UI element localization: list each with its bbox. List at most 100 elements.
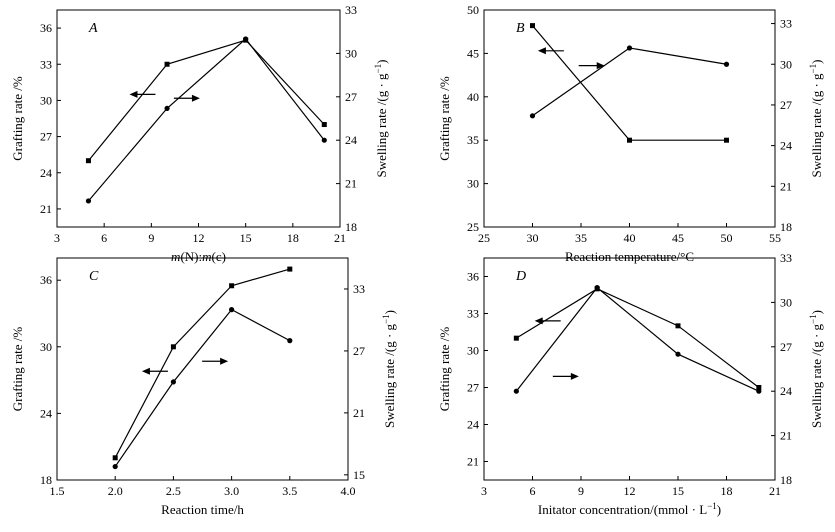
left-arrow-icon — [534, 317, 543, 325]
y-left-tick-label: 18 — [40, 473, 52, 487]
right-arrow-icon — [220, 357, 229, 365]
y-left-tick-label: 27 — [467, 381, 479, 395]
panel-letter: D — [515, 269, 526, 284]
y-left-tick-label: 45 — [467, 46, 479, 60]
x-tick-label: 21 — [334, 231, 346, 245]
y-left-tick-label: 36 — [40, 21, 52, 35]
y-right-tick-label: 33 — [353, 282, 365, 296]
y-right-tick-label: 21 — [345, 177, 357, 191]
left-arrow-icon — [129, 90, 138, 98]
y-right-tick-label: 33 — [780, 17, 792, 31]
y-left-axis-title: Grafting rate /% — [437, 76, 452, 161]
panel-letter: B — [516, 21, 525, 36]
y-right-tick-label: 30 — [345, 46, 357, 60]
y-left-tick-label: 21 — [467, 455, 479, 469]
swelling-rate-point — [513, 388, 519, 394]
y-left-tick-label: 24 — [40, 406, 52, 420]
x-tick-label: 30 — [527, 231, 539, 245]
y-right-tick-label: 21 — [353, 406, 365, 420]
swelling-rate-point — [164, 105, 170, 111]
y-left-tick-label: 24 — [40, 166, 52, 180]
y-right-axis-title: Swelling rate /(g · g−1) — [373, 60, 389, 178]
x-tick-label: 9 — [148, 231, 154, 245]
y-right-axis-title: Swelling rate /(g · g−1) — [381, 310, 397, 428]
x-tick-label: 18 — [287, 231, 299, 245]
x-tick-label: 2.5 — [166, 484, 181, 498]
x-axis-title: Reaction time/h — [161, 502, 244, 517]
y-right-axis-title: Swelling rate /(g · g−1) — [808, 60, 824, 178]
swelling-rate-point — [321, 137, 327, 143]
x-axis-title: m(N):m(c) — [171, 249, 226, 264]
panel-c: 1.5 2.0 2.5 3.0 3.5 4.0 18 24 30 36 15 21 27 33 Reacti… — [10, 257, 397, 517]
grafting-rate-line — [516, 288, 760, 388]
x-tick-label: 40 — [624, 231, 636, 245]
y-right-tick-label: 24 — [780, 384, 792, 398]
x-tick-label: 3.5 — [282, 484, 297, 498]
y-left-axis-title: Grafting rate /% — [437, 327, 452, 412]
x-tick-label: 25 — [478, 231, 490, 245]
grafting-rate-point — [724, 137, 729, 143]
x-tick-label: 55 — [769, 231, 781, 245]
x-tick-label: 12 — [624, 484, 636, 498]
x-tick-label: 15 — [240, 231, 252, 245]
y-left-axis-title: Grafting rate /% — [10, 327, 25, 412]
y-left-tick-label: 35 — [467, 133, 479, 147]
swelling-rate-point — [229, 307, 235, 313]
y-right-tick-label: 27 — [353, 344, 365, 358]
y-left-tick-label: 24 — [467, 418, 479, 432]
plot-frame — [56, 9, 341, 228]
panel-letter: C — [89, 269, 99, 284]
x-axis-title: Initator concentration/(mmol · L−1) — [538, 501, 721, 517]
swelling-rate-point — [756, 388, 762, 394]
swelling-rate-point — [170, 379, 176, 385]
left-arrow-icon — [537, 47, 546, 55]
grafting-rate-point — [627, 137, 632, 143]
swelling-rate-point — [243, 36, 249, 42]
y-left-tick-label: 27 — [40, 130, 52, 144]
y-left-axis-title: Grafting rate /% — [10, 76, 25, 161]
x-tick-label: 50 — [721, 231, 733, 245]
y-right-tick-label: 30 — [780, 295, 792, 309]
y-right-tick-label: 27 — [780, 98, 792, 112]
swelling-rate-point — [287, 338, 293, 344]
y-right-tick-label: 21 — [780, 179, 792, 193]
y-right-tick-label: 18 — [780, 473, 792, 487]
swelling-rate-line — [114, 308, 291, 467]
y-left-tick-label: 30 — [467, 177, 479, 191]
panel-a: 3 6 9 12 15 18 21212427303336182124273033m(N):… — [10, 3, 389, 264]
y-right-tick-label: 15 — [353, 468, 365, 482]
panel-letter: A — [88, 21, 98, 36]
y-right-tick-label: 21 — [780, 429, 792, 443]
y-left-tick-label: 30 — [467, 344, 479, 358]
y-right-tick-label: 27 — [345, 90, 357, 104]
y-right-tick-label: 24 — [780, 139, 792, 153]
y-right-tick-label: 30 — [780, 57, 792, 71]
x-axis-title: Reaction temperature/°C — [565, 249, 694, 264]
x-tick-label: 2.0 — [108, 484, 123, 498]
right-arrow-icon — [191, 94, 200, 102]
y-left-tick-label: 25 — [467, 220, 479, 234]
y-left-tick-label: 21 — [40, 202, 52, 216]
grafting-rate-point — [170, 344, 176, 350]
grafting-rate-point — [164, 61, 170, 67]
swelling-rate-point — [626, 45, 633, 51]
x-tick-label: 45 — [672, 231, 684, 245]
y-left-tick-label: 36 — [40, 273, 52, 287]
swelling-rate-point — [85, 198, 92, 204]
swelling-rate-point — [594, 285, 600, 291]
x-tick-label: 1.5 — [50, 484, 65, 498]
y-left-tick-label: 30 — [40, 93, 52, 107]
grafting-rate-point — [112, 455, 118, 461]
x-tick-label: 3 — [481, 484, 487, 498]
swelling-rate-point — [112, 463, 118, 470]
grafting-rate-point — [756, 385, 762, 390]
y-left-tick-label: 36 — [467, 270, 479, 284]
y-left-tick-label: 50 — [467, 3, 479, 17]
x-tick-label: 21 — [769, 484, 781, 498]
y-right-tick-label: 18 — [780, 220, 792, 234]
right-arrow-icon — [596, 62, 605, 70]
y-right-tick-label: 18 — [345, 220, 357, 234]
x-tick-label: 12 — [193, 231, 205, 245]
grafting-rate-line — [114, 268, 290, 459]
y-right-tick-label: 24 — [345, 133, 357, 147]
